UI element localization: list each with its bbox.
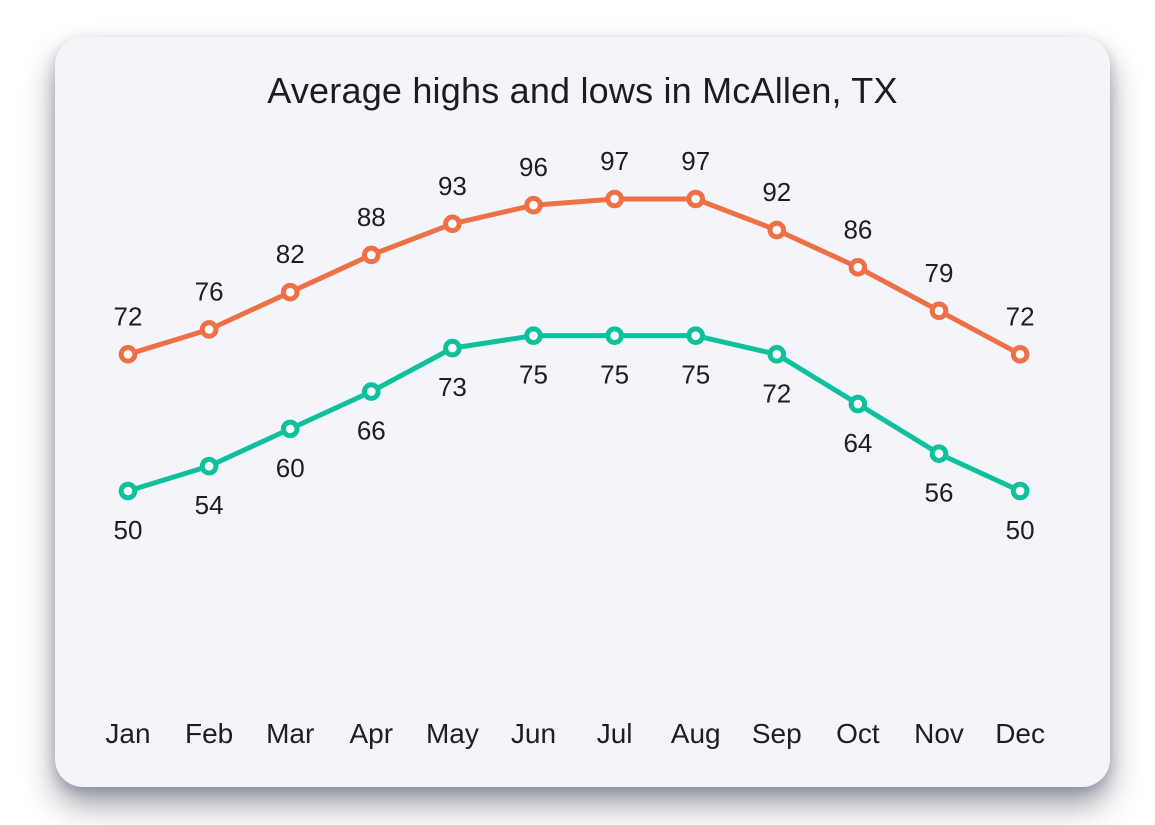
- highs-point-Sep: [767, 220, 787, 240]
- highs-value-label-Sep: 92: [762, 177, 791, 207]
- x-axis-label-Feb: Feb: [185, 718, 233, 749]
- highs-value-label-Aug: 97: [681, 146, 710, 176]
- lows-point-Mar: [280, 419, 300, 439]
- highs-value-label-Jul: 97: [600, 146, 629, 176]
- lows-point-Oct: [848, 394, 868, 414]
- lows-point-Jul: [605, 326, 624, 345]
- highs-point-Jun: [524, 195, 543, 215]
- lows-value-label-Aug: 75: [681, 360, 710, 390]
- lows-value-label-Apr: 66: [357, 416, 386, 446]
- highs-value-label-Jun: 96: [519, 152, 548, 182]
- highs-point-Apr: [362, 245, 381, 265]
- x-axis-label-Dec: Dec: [995, 718, 1045, 749]
- highs-point-Jan: [118, 345, 138, 364]
- highs-point-Nov: [929, 301, 949, 321]
- highs-line: [125, 196, 1023, 357]
- x-axis-label-Jun: Jun: [511, 718, 556, 749]
- lows-value-label-Jul: 75: [600, 360, 629, 390]
- lows-value-label-Dec: 50: [1006, 515, 1035, 545]
- lows-point-Jan: [118, 481, 138, 501]
- x-axis-label-Jul: Jul: [597, 718, 633, 749]
- highs-value-label-Oct: 86: [843, 214, 872, 244]
- highs-value-label-Jan: 72: [114, 301, 143, 331]
- highs-value-label-Dec: 72: [1006, 301, 1035, 331]
- highs-point-Feb: [199, 320, 219, 339]
- lows-value-label-Jan: 50: [114, 515, 143, 545]
- lows-point-Sep: [767, 345, 787, 364]
- lows-point-Jun: [524, 326, 543, 345]
- highs-value-label-May: 93: [438, 171, 467, 201]
- x-axis-label-Nov: Nov: [914, 718, 964, 749]
- lows-value-label-Nov: 56: [925, 478, 954, 508]
- chart-card: Average highs and lows in McAllen, TX: [55, 37, 1110, 787]
- highs-value-label-Mar: 82: [276, 239, 305, 269]
- x-axis-label-May: May: [426, 718, 479, 749]
- x-axis-label-Apr: Apr: [350, 718, 394, 749]
- lows-point-Dec: [1010, 481, 1030, 501]
- lows-point-Aug: [686, 326, 706, 345]
- lows-value-label-Feb: 54: [195, 490, 224, 520]
- x-axis-label-Aug: Aug: [671, 718, 721, 749]
- highs-value-label-Apr: 88: [357, 202, 386, 232]
- lows-point-May: [443, 338, 462, 358]
- x-axis-label-Mar: Mar: [266, 718, 314, 749]
- highs-point-Dec: [1010, 345, 1030, 364]
- highs-point-Mar: [280, 282, 300, 302]
- lows-line: [125, 333, 1023, 494]
- lows-value-label-Mar: 60: [276, 453, 305, 483]
- highs-point-May: [443, 214, 462, 234]
- lows-value-label-Jun: 75: [519, 360, 548, 390]
- highs-point-Aug: [686, 189, 706, 209]
- highs-value-label-Feb: 76: [195, 276, 224, 306]
- lows-point-Nov: [929, 444, 949, 464]
- x-axis-label-Oct: Oct: [836, 718, 880, 749]
- highs-value-label-Nov: 79: [925, 258, 954, 288]
- lows-value-label-May: 73: [438, 372, 467, 402]
- lows-point-Feb: [199, 456, 219, 476]
- chart-title: Average highs and lows in McAllen, TX: [267, 70, 898, 111]
- lows-value-label-Sep: 72: [762, 378, 791, 408]
- highs-point-Oct: [848, 258, 868, 277]
- x-axis-label-Sep: Sep: [752, 718, 802, 749]
- lows-point-Apr: [362, 382, 381, 401]
- x-axis-label-Jan: Jan: [105, 718, 150, 749]
- lows-value-label-Oct: 64: [843, 428, 872, 458]
- highs-point-Jul: [605, 189, 624, 209]
